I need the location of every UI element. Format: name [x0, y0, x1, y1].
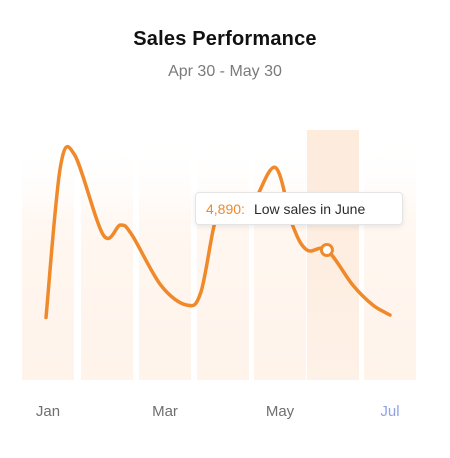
tooltip-label: Low sales in June	[253, 200, 366, 217]
x-tick-jul: Jul	[380, 403, 400, 420]
chart-title: Sales Performance	[133, 28, 317, 50]
x-tick-may: May	[265, 403, 295, 420]
x-tick-jan: Jan	[35, 403, 61, 420]
highlight-marker[interactable]	[319, 243, 334, 257]
band-jan	[22, 140, 74, 380]
tooltip-separator: :	[241, 200, 245, 217]
tooltip-value: 4,890	[206, 200, 242, 217]
band-apr	[197, 140, 249, 380]
chart-subtitle: Apr 30 - May 30	[168, 63, 282, 80]
band-jul	[364, 140, 416, 380]
band-feb	[81, 140, 133, 380]
data-tooltip: 4,890: Low sales in June	[195, 192, 403, 225]
x-tick-mar: Mar	[152, 403, 178, 420]
